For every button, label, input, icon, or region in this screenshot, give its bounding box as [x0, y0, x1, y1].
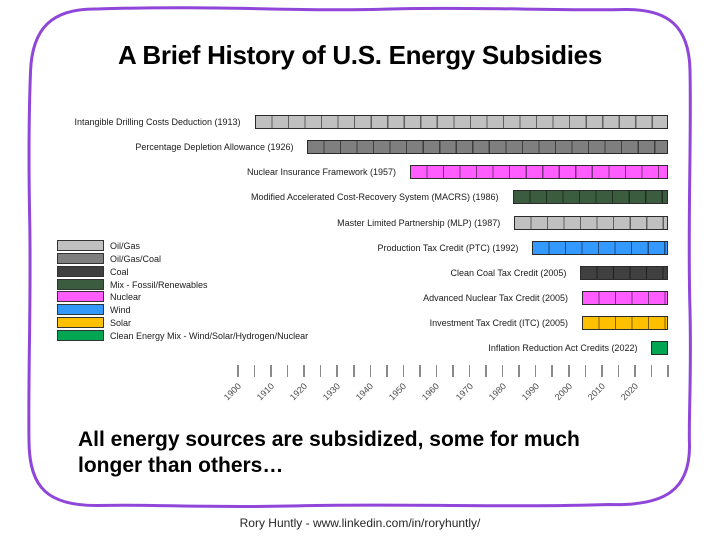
page-title: A Brief History of U.S. Energy Subsidies	[117, 40, 603, 70]
bar-label: Investment Tax Credit (ITC) (2005)	[429, 318, 569, 329]
axis-tick-label: 1990	[519, 381, 541, 403]
axis-tick	[253, 365, 256, 377]
axis-tick	[303, 365, 305, 377]
axis-tick	[452, 365, 454, 377]
bar-label: Clean Coal Tax Credit (2005)	[450, 267, 567, 278]
legend-label: Wind	[110, 305, 131, 316]
timeline-bar	[512, 190, 668, 205]
axis-tick-label: 1930	[321, 381, 343, 403]
timeline-bar	[532, 240, 668, 255]
axis-tick-label: 1940	[354, 381, 376, 403]
timeline-bar	[307, 140, 668, 155]
legend-label: Oil/Gas	[110, 241, 141, 251]
legend-swatch	[57, 329, 104, 341]
legend-swatch	[57, 265, 104, 277]
legend-label: Coal	[110, 266, 129, 277]
axis-tick	[551, 365, 553, 377]
legend-label: Mix - Fossil/Renewables	[110, 279, 208, 290]
axis-tick	[501, 365, 504, 377]
axis-tick-label: 1950	[387, 381, 409, 403]
axis-tick-label: 2020	[618, 381, 640, 403]
axis-tick	[319, 365, 322, 377]
bar-label: Modified Accelerated Cost-Recovery Syste…	[250, 192, 499, 203]
bar-label: Advanced Nuclear Tax Credit (2005)	[423, 293, 569, 304]
bar-label: Inflation Reduction Act Credits (2022)	[488, 343, 638, 354]
axis-tick	[402, 365, 405, 377]
bar-label: Master Limited Partnership (MLP) (1987)	[337, 217, 501, 228]
bar-label: Intangible Drilling Costs Deduction (191…	[74, 117, 241, 127]
timeline-bar	[651, 341, 668, 356]
takeaway-line-1: All energy sources are subsidized, some …	[78, 428, 580, 451]
axis-tick	[584, 365, 587, 377]
legend-label: Clean Energy Mix - Wind/Solar/Hydrogen/N…	[110, 330, 309, 341]
axis-tick-label: 1900	[221, 381, 244, 403]
legend-swatch	[57, 252, 104, 264]
axis-tick	[650, 365, 653, 377]
bar-label: Production Tax Credit (PTC) (1992)	[377, 242, 519, 253]
axis-tick	[468, 365, 471, 377]
axis-tick	[485, 365, 487, 377]
legend-label: Solar	[110, 318, 132, 329]
bar-label: Percentage Depletion Allowance (1926)	[135, 142, 294, 153]
axis-tick-label: 1960	[420, 381, 442, 403]
axis-tick	[435, 365, 438, 377]
border-path	[27, 6, 692, 509]
legend-swatch	[57, 317, 104, 329]
axis-tick	[270, 365, 272, 377]
timeline-bar	[582, 316, 668, 331]
axis-tick	[353, 365, 355, 377]
legend-swatch	[57, 240, 104, 251]
timeline-bar	[580, 265, 668, 280]
legend-label: Oil/Gas/Coal	[110, 253, 162, 264]
axis-tick	[634, 365, 636, 377]
axis-tick	[534, 365, 537, 377]
timeline-bar	[410, 165, 668, 180]
legend-swatch	[57, 304, 104, 316]
axis-tick	[369, 365, 372, 377]
axis-tick	[419, 365, 421, 377]
axis-tick	[601, 365, 603, 377]
timeline-bar	[254, 115, 668, 129]
axis-tick	[336, 365, 338, 377]
legend-swatch	[57, 291, 104, 303]
axis-tick	[617, 365, 620, 377]
axis-tick	[568, 365, 570, 377]
axis-tick-label: 1920	[287, 381, 310, 403]
attribution-text: Rory Huntly - www.linkedin.com/in/roryhu…	[239, 516, 481, 530]
axis-tick-label: 1910	[254, 381, 277, 403]
axis-tick-label: 2000	[552, 381, 574, 403]
takeaway-text: All energy sources are subsidized, some …	[78, 427, 678, 479]
bar-label: Nuclear Insurance Framework (1957)	[246, 167, 397, 178]
axis-tick	[667, 365, 669, 377]
takeaway-line-2: longer than others…	[78, 454, 284, 477]
legend-swatch	[57, 278, 104, 290]
axis-tick	[237, 365, 239, 377]
timeline-bar	[582, 291, 668, 306]
legend-label: Nuclear	[110, 292, 142, 303]
axis-tick-label: 2010	[585, 381, 607, 403]
timeline-bar	[514, 215, 668, 230]
axis-tick	[286, 365, 289, 377]
axis-tick	[518, 365, 520, 377]
axis-tick-label: 1980	[486, 381, 508, 403]
axis-tick	[386, 365, 388, 377]
axis-tick-label: 1970	[453, 381, 475, 403]
